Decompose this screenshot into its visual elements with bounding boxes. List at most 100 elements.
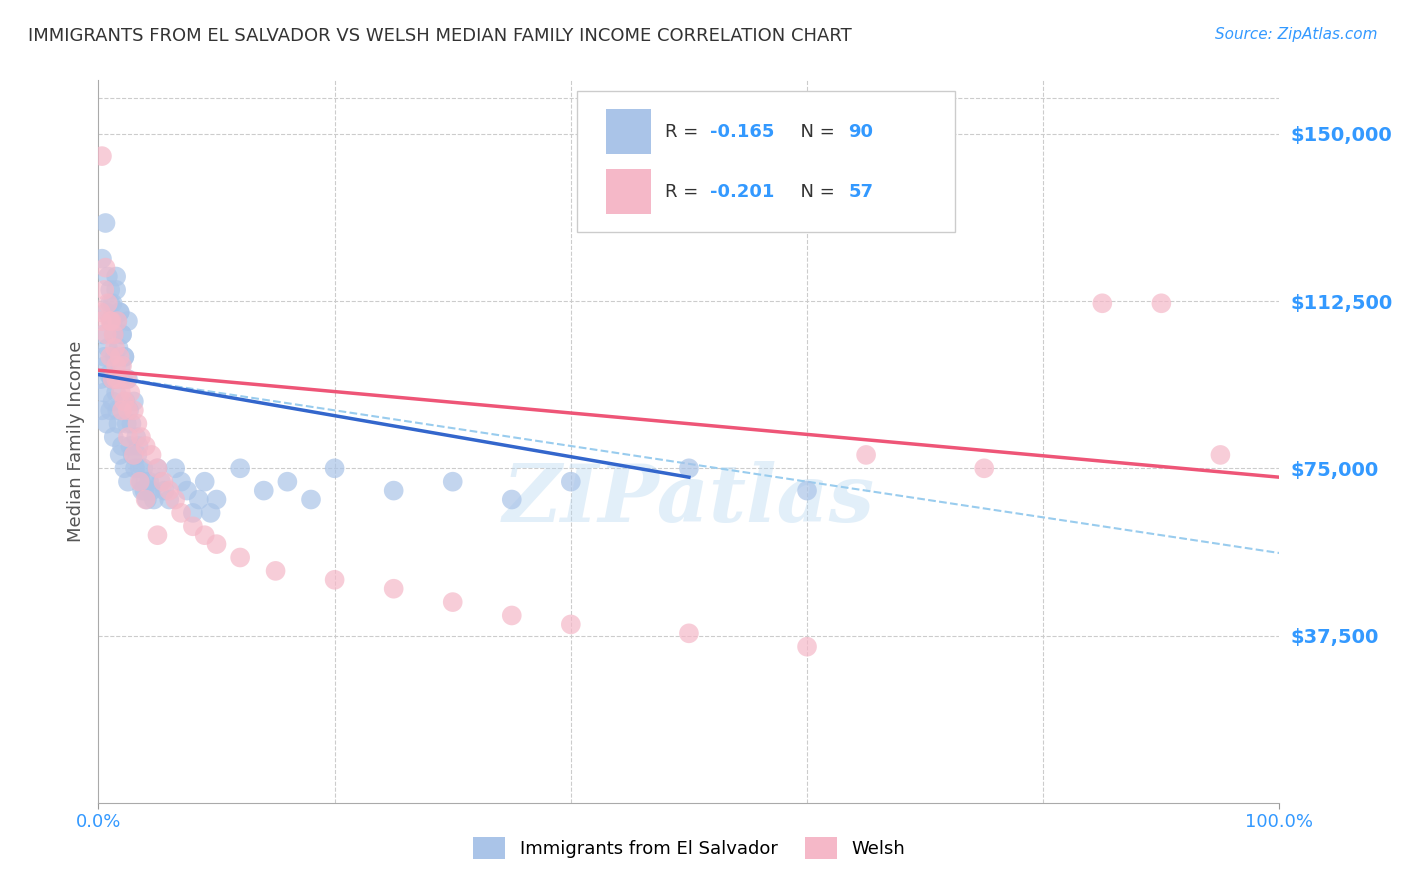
Point bbox=[299, 492, 322, 507]
Point bbox=[111, 359, 134, 373]
Point bbox=[127, 448, 149, 462]
Point bbox=[187, 492, 209, 507]
Text: 57: 57 bbox=[848, 183, 873, 201]
Point bbox=[101, 394, 124, 409]
Point bbox=[141, 483, 163, 498]
Point bbox=[108, 305, 131, 319]
Point bbox=[117, 314, 139, 328]
Legend: Immigrants from El Salvador, Welsh: Immigrants from El Salvador, Welsh bbox=[465, 830, 912, 866]
Point bbox=[98, 368, 121, 382]
Point bbox=[194, 475, 217, 489]
Point bbox=[104, 350, 127, 364]
Point bbox=[103, 327, 125, 342]
Point bbox=[111, 327, 134, 342]
Point bbox=[128, 475, 150, 489]
FancyBboxPatch shape bbox=[576, 91, 955, 232]
Text: ZIPatlas: ZIPatlas bbox=[503, 460, 875, 538]
Point bbox=[229, 461, 252, 475]
Point bbox=[157, 492, 180, 507]
Point bbox=[112, 394, 135, 409]
Point bbox=[107, 341, 129, 355]
Point bbox=[120, 385, 142, 400]
Point bbox=[100, 314, 122, 328]
Point bbox=[134, 483, 156, 498]
Point bbox=[90, 305, 112, 319]
Point bbox=[93, 283, 115, 297]
Point bbox=[150, 475, 173, 489]
Point bbox=[117, 430, 139, 444]
Point bbox=[107, 417, 129, 431]
Point bbox=[181, 506, 204, 520]
Point bbox=[103, 430, 125, 444]
Point bbox=[441, 595, 464, 609]
Point bbox=[135, 439, 157, 453]
Point bbox=[170, 475, 193, 489]
Point bbox=[122, 394, 145, 409]
Point bbox=[108, 448, 131, 462]
Point bbox=[117, 372, 139, 386]
Point bbox=[129, 475, 152, 489]
Point bbox=[170, 506, 193, 520]
Point bbox=[96, 327, 118, 342]
Point bbox=[125, 430, 148, 444]
Point bbox=[108, 350, 131, 364]
Point bbox=[501, 608, 523, 623]
Point bbox=[165, 461, 187, 475]
Point bbox=[142, 492, 165, 507]
Point bbox=[796, 483, 818, 498]
Point bbox=[97, 296, 120, 310]
Point bbox=[141, 448, 163, 462]
Point bbox=[138, 475, 160, 489]
Text: Source: ZipAtlas.com: Source: ZipAtlas.com bbox=[1215, 27, 1378, 42]
Point bbox=[105, 314, 128, 328]
Point bbox=[127, 417, 149, 431]
Text: R =: R = bbox=[665, 122, 704, 141]
Point bbox=[382, 582, 405, 596]
Point bbox=[122, 448, 145, 462]
Point bbox=[114, 394, 136, 409]
Point bbox=[115, 372, 138, 386]
Point bbox=[1150, 296, 1173, 310]
Point bbox=[101, 372, 124, 386]
Point bbox=[678, 461, 700, 475]
Y-axis label: Median Family Income: Median Family Income bbox=[66, 341, 84, 542]
Text: N =: N = bbox=[789, 122, 841, 141]
Point bbox=[98, 314, 121, 328]
Point bbox=[128, 439, 150, 453]
Point bbox=[98, 403, 121, 417]
Bar bbox=[606, 169, 651, 214]
Point bbox=[100, 372, 122, 386]
Point bbox=[96, 417, 118, 431]
Text: -0.201: -0.201 bbox=[710, 183, 775, 201]
Point bbox=[229, 550, 252, 565]
Point bbox=[678, 626, 700, 640]
Point bbox=[205, 537, 228, 551]
Point bbox=[105, 283, 128, 297]
Point bbox=[90, 372, 112, 386]
Point bbox=[121, 417, 143, 431]
Point bbox=[107, 372, 129, 386]
Point bbox=[855, 448, 877, 462]
Point bbox=[96, 305, 118, 319]
Text: N =: N = bbox=[789, 183, 841, 201]
Point bbox=[111, 403, 134, 417]
Point bbox=[98, 283, 121, 297]
Point bbox=[132, 461, 155, 475]
Point bbox=[1209, 448, 1232, 462]
Point bbox=[135, 492, 157, 507]
Point bbox=[111, 439, 134, 453]
Point bbox=[110, 359, 132, 373]
Point bbox=[323, 461, 346, 475]
Point bbox=[117, 475, 139, 489]
Point bbox=[194, 528, 217, 542]
Point bbox=[91, 403, 114, 417]
Bar bbox=[606, 109, 651, 154]
Point bbox=[181, 519, 204, 533]
Point bbox=[93, 385, 115, 400]
Point bbox=[110, 385, 132, 400]
Point bbox=[112, 350, 135, 364]
Text: 90: 90 bbox=[848, 122, 873, 141]
Point bbox=[560, 617, 582, 632]
Point bbox=[796, 640, 818, 654]
Point bbox=[111, 327, 134, 342]
